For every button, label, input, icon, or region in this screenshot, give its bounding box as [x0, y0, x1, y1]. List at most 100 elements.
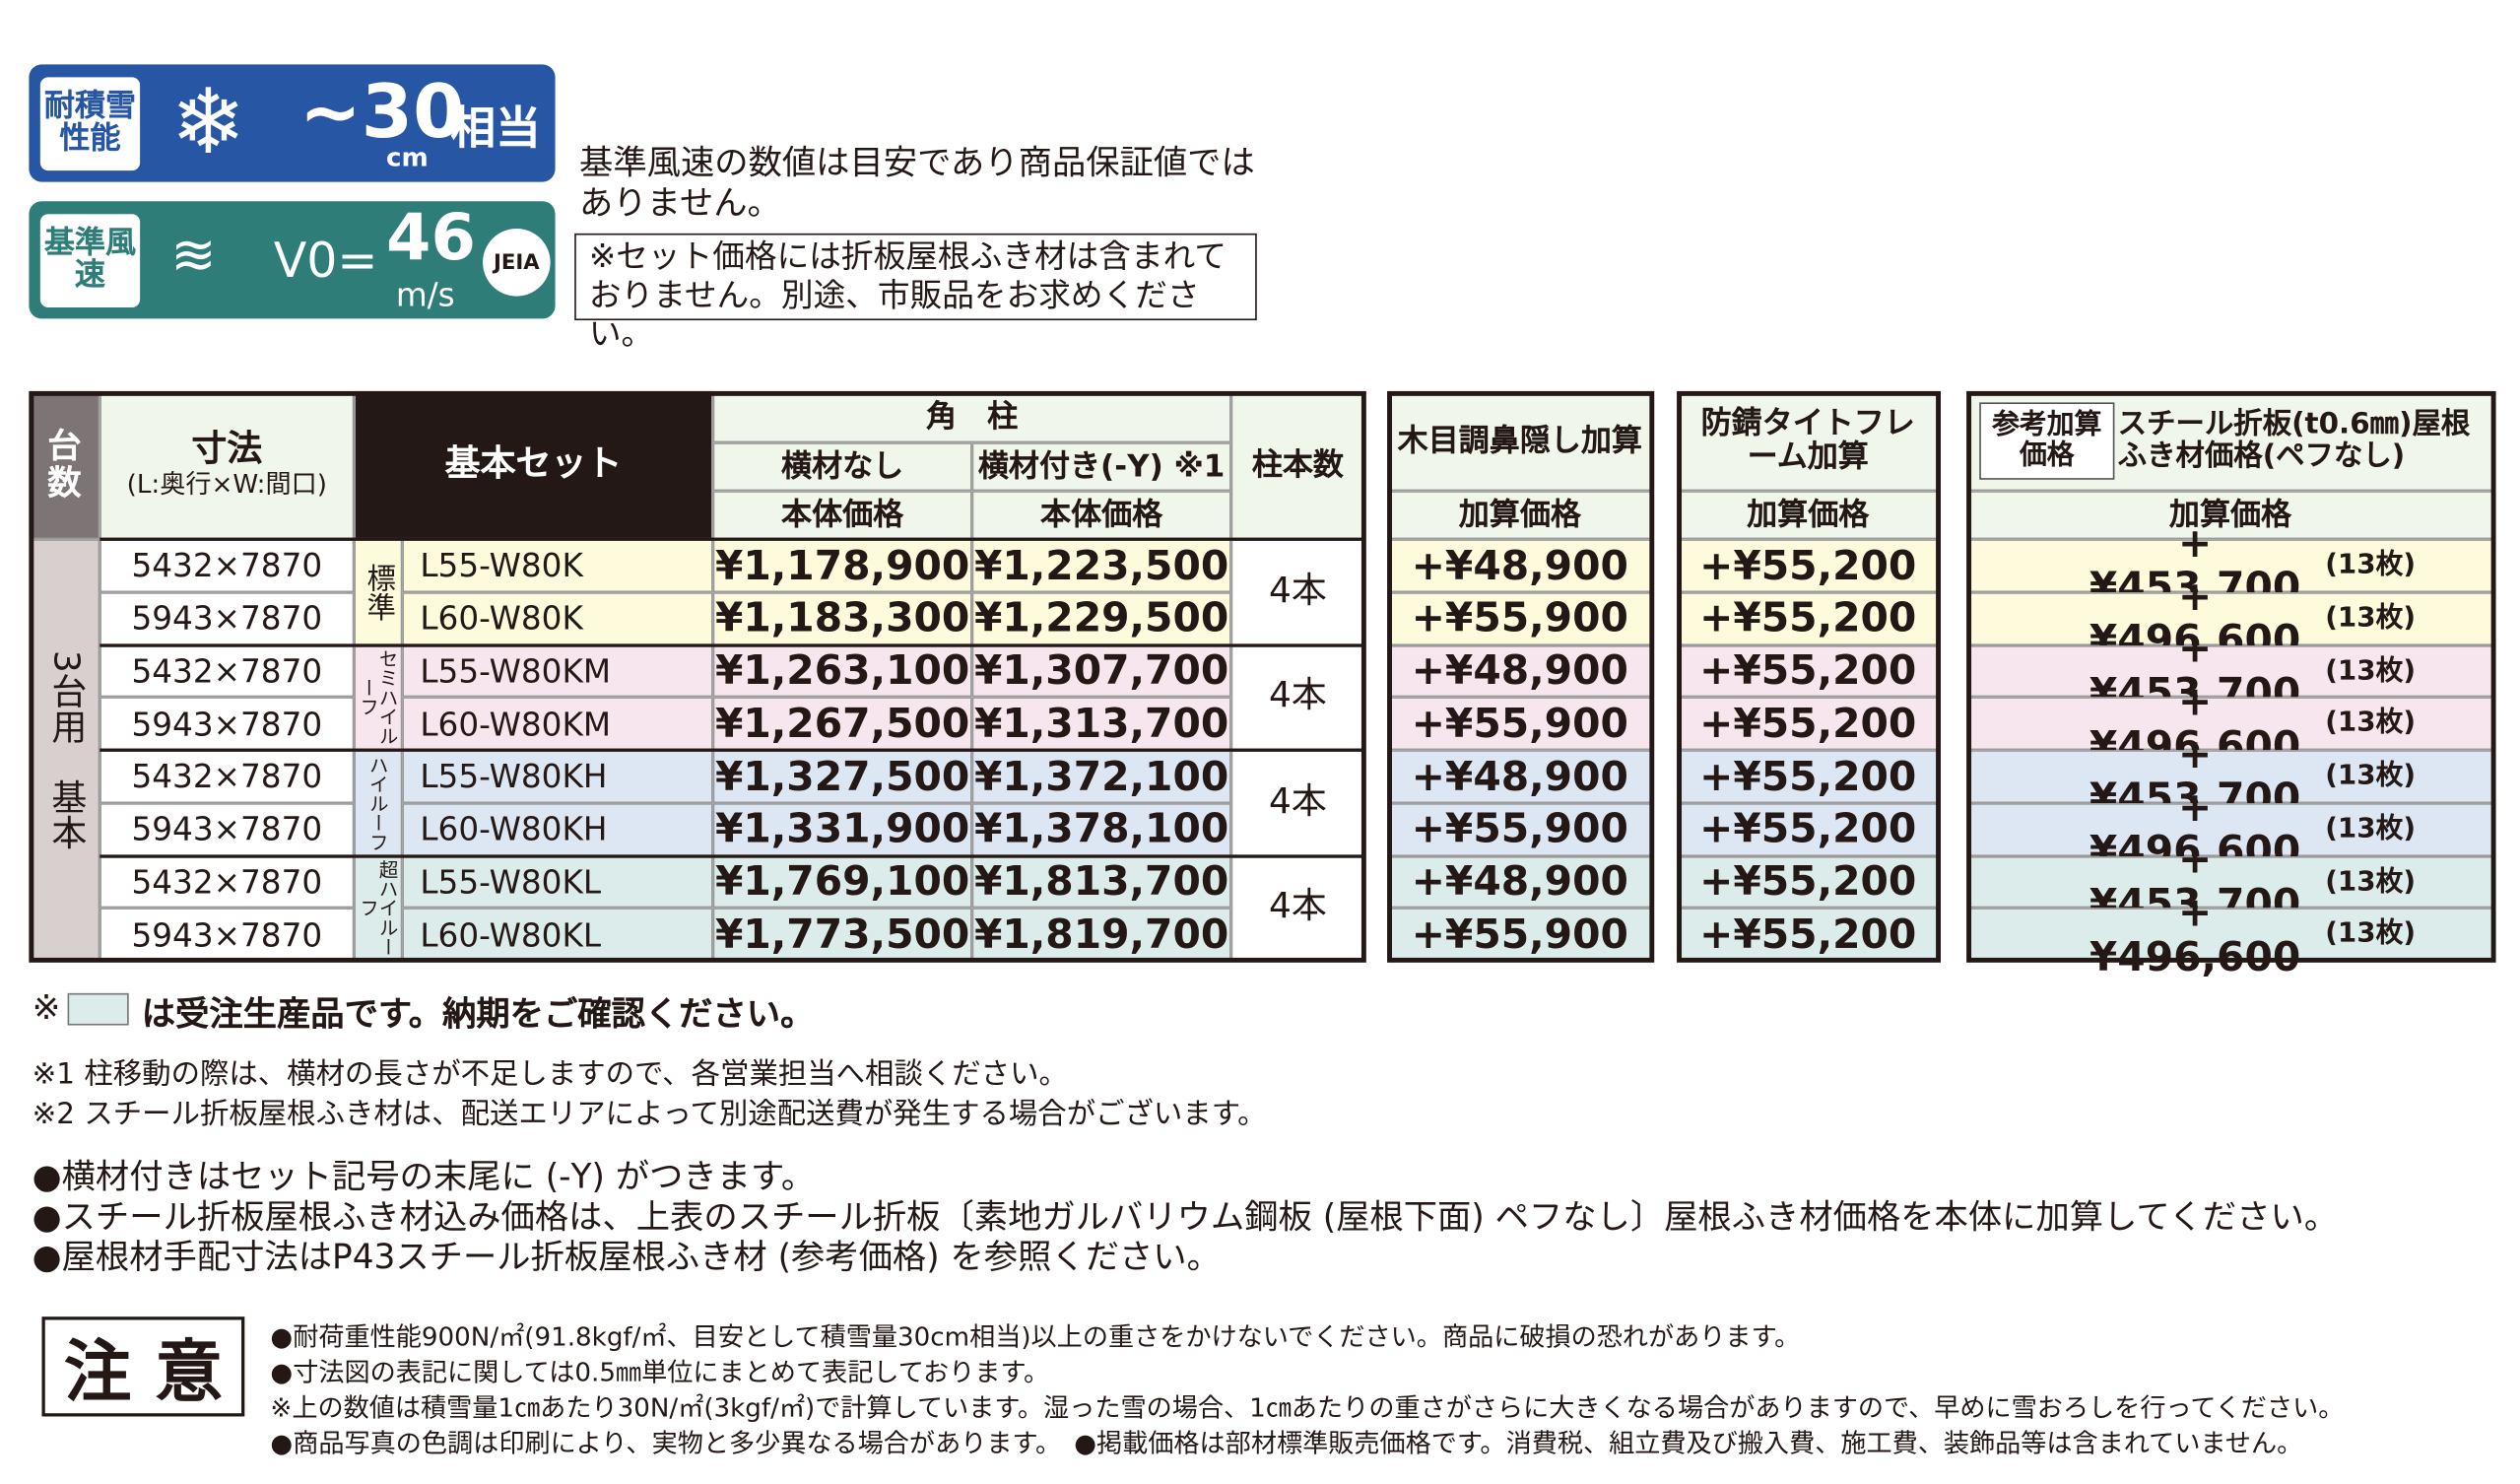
caution-line: ※上の数値は積雪量1㎝あたり30N/㎡(3kgf/㎡)で計算しています。湿った雪… [270, 1391, 2345, 1424]
header-cell: 本体価格 [712, 491, 972, 540]
post-count: 4本 [1230, 855, 1365, 962]
add-price: +¥55,200 [1677, 908, 1940, 962]
footnote: ※2 スチール折板屋根ふき材は、配送エリアによって別途配送費が発生する場合がござ… [32, 1098, 1267, 1132]
header-cell: 本体価格 [971, 491, 1231, 540]
set-code: L55-W80KL [402, 855, 713, 909]
price: ¥1,819,700 [971, 908, 1231, 962]
sheet-count: (13枚) [2325, 812, 2417, 845]
set-code: L60-W80K [402, 591, 713, 645]
set-code: L60-W80KM [402, 697, 713, 751]
roof-type: 標準 [354, 539, 403, 645]
size: 5432×7870 [99, 539, 355, 592]
wind-label: 基準風速 [39, 213, 141, 307]
legend-mark: ※ [32, 987, 61, 1028]
sheet-count: (13枚) [2325, 549, 2417, 581]
caution-title: 注 意 [41, 1316, 245, 1417]
header-cell: 横材付き(-Y) ※1 [971, 442, 1231, 492]
header-cell: 防錆タイトフレーム加算 [1677, 390, 1940, 492]
header-cell: 寸法 (L:奥行×W:間口) [99, 390, 355, 540]
box-note: ※セット価格には折板屋根ふき材は含まれておりません。別途、市販品をお求めください… [574, 233, 1257, 353]
size: 5943×7870 [99, 908, 355, 962]
add-price: +¥55,900 [1387, 908, 1653, 962]
caution-line: ●商品写真の色調は印刷により、実物と多少異なる場合があります。 ●掲載価格は部材… [270, 1427, 2303, 1458]
caution-line: ●耐荷重性能900N/㎡(91.8kgf/㎡、目安として積雪量30cm相当)以上… [270, 1321, 1801, 1353]
footnote: ※1 柱移動の際は、横材の長さが不足しますので、各営業担当へ相談ください。 [32, 1057, 1068, 1092]
add-price: +¥55,900 [1387, 802, 1653, 856]
size: 5943×7870 [99, 591, 355, 645]
snow-unit: cm [386, 141, 429, 172]
add-price-cell [1966, 644, 2494, 698]
size: 5432×7870 [99, 750, 355, 803]
size: 5432×7870 [99, 644, 355, 698]
add-price: +¥55,200 [1677, 644, 1940, 698]
snow-label: 耐積雪性能 [39, 76, 141, 170]
set-code: L55-W80KH [402, 750, 713, 803]
caution-line: ●寸法図の表記に関しては0.5㎜単位にまとめて表記しております。 [270, 1357, 1050, 1388]
sheet-count: (13枚) [2325, 865, 2417, 898]
sheet-count: (13枚) [2325, 601, 2417, 635]
wind-icon: ≋ [170, 224, 217, 289]
sheet-count: (13枚) [2325, 760, 2417, 792]
header-cell: 柱本数 [1230, 390, 1365, 540]
price: ¥1,327,500 [712, 750, 972, 803]
price: ¥1,229,500 [971, 591, 1231, 645]
legend-swatch [67, 992, 129, 1026]
set-code: L60-W80KH [402, 802, 713, 856]
header-cell: 台数 [29, 390, 100, 540]
wind-value: 46 [386, 201, 476, 276]
wind-badge: 基準風速 ≋ V0= 46 m/s JEIA [29, 201, 556, 319]
price: ¥1,813,700 [971, 855, 1231, 909]
header-text: 寸法 [191, 430, 263, 471]
add-price: +¥55,900 [1387, 591, 1653, 645]
add-price: +¥55,900 [1387, 697, 1653, 751]
sheet-count: (13枚) [2325, 707, 2417, 740]
post-count: 4本 [1230, 750, 1365, 856]
wind-prefix: V0= [273, 233, 378, 291]
add-price: +¥55,200 [1677, 855, 1940, 909]
price: ¥1,307,700 [971, 644, 1231, 698]
add-price: +¥55,200 [1677, 591, 1940, 645]
jeia-mark: JEIA [483, 228, 551, 297]
add-price: +¥55,200 [1677, 697, 1940, 751]
header-cell: 横材なし [712, 442, 972, 492]
price: ¥1,769,100 [712, 855, 972, 909]
set-code: L55-W80K [402, 539, 713, 592]
legend-text: は受注生産品です。納期をご確認ください。 [141, 994, 815, 1034]
snow-suffix: 相当 [450, 101, 541, 155]
set-code: L55-W80KM [402, 644, 713, 698]
header-text: (L:奥行×W:間口) [126, 468, 327, 500]
header-cell: 加算価格 [1387, 491, 1653, 540]
bullet: ●横材付きはセット記号の末尾に (-Y) がつきます。 [32, 1157, 816, 1196]
header-cell: 加算価格 [1966, 491, 2494, 540]
add-price: +¥48,900 [1387, 855, 1653, 909]
roof-type: 超ハイルーフ [354, 855, 403, 962]
header-cell: 木目調鼻隠し加算 [1387, 390, 1653, 492]
bullet: ●屋根材手配寸法はP43スチール折板屋根ふき材 (参考価格) を参照ください。 [32, 1238, 1221, 1277]
wind-unit: m/s [395, 275, 455, 314]
bullet: ●スチール折板屋根ふき材込み価格は、上表のスチール折板〔素地ガルバリウム鋼板 (… [32, 1197, 2339, 1237]
roof-type: セミハイルーフ [354, 644, 403, 751]
group-separator [99, 853, 1365, 857]
size: 5432×7870 [99, 855, 355, 909]
price: ¥1,378,100 [971, 802, 1231, 856]
set-code: L60-W80KL [402, 908, 713, 962]
add-price: +¥48,900 [1387, 750, 1653, 803]
price: ¥1,178,900 [712, 539, 972, 592]
header-cell: 参考加算価格 [1979, 402, 2115, 480]
add-price: +¥55,200 [1677, 802, 1940, 856]
size: 5943×7870 [99, 697, 355, 751]
price: ¥1,773,500 [712, 908, 972, 962]
add-price: +¥496,600 [2089, 888, 2301, 980]
snow-badge: 耐積雪性能 ❄ ~30 cm 相当 [29, 64, 556, 182]
price: ¥1,183,300 [712, 591, 972, 645]
post-count: 4本 [1230, 539, 1365, 645]
header-cell: 基本セット [354, 390, 713, 540]
count-label: 3台用 基本 [29, 539, 100, 962]
group-separator [99, 642, 1365, 646]
add-price-cell [1966, 591, 2494, 645]
price: ¥1,263,100 [712, 644, 972, 698]
price: ¥1,313,700 [971, 697, 1231, 751]
header-cell: 加算価格 [1677, 491, 1940, 540]
